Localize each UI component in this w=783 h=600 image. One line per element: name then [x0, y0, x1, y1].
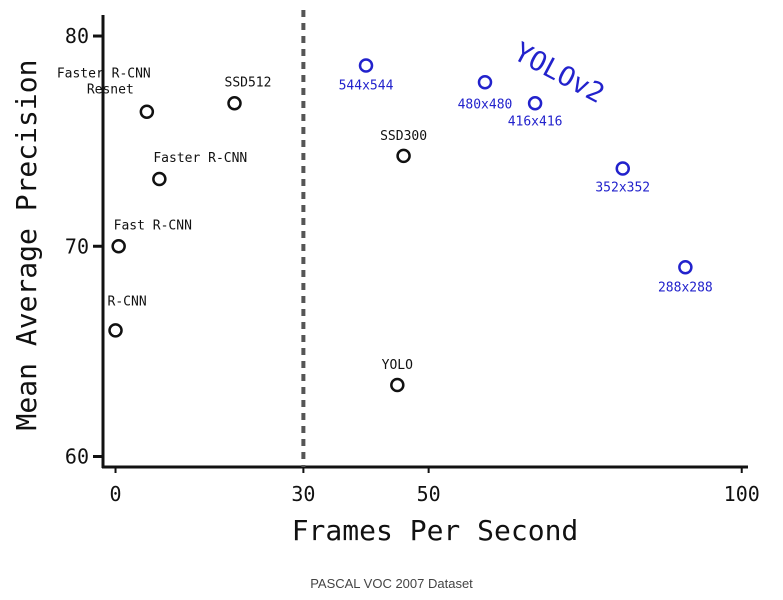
baseline-point [396, 148, 411, 164]
yolov2-annotation: YOLOv2 [509, 37, 610, 110]
x-tick-label: 100 [724, 482, 760, 506]
baseline-point [108, 323, 123, 338]
point-label: 352x352 [595, 180, 650, 195]
y-tick-label: 70 [65, 234, 89, 258]
data-points [108, 58, 693, 393]
point-label: Fast R-CNN [114, 218, 192, 233]
baseline-point [227, 96, 242, 111]
point-label: Faster R-CNN [153, 151, 247, 166]
yolov2-point [527, 96, 543, 111]
point-labels: R-CNN Fast R-CNN Faster R-CNN Faster R-CNN R… [57, 67, 713, 373]
yolov2-point [615, 161, 631, 176]
point-label: YOLO [382, 358, 413, 373]
point-label: Faster R-CNN Resnet [57, 67, 151, 98]
yolov2-point [678, 260, 693, 275]
baseline-point [139, 104, 155, 119]
scatter-chart: 60 70 80 0 30 50 100 R-CNN Fast R-CNN Faster R-C… [10, 10, 760, 547]
point-label: SSD512 [225, 75, 272, 90]
point-label: 544x544 [339, 78, 394, 93]
point-label: 416x416 [508, 114, 563, 129]
yolov2-point [477, 75, 493, 90]
x-tick-label: 50 [417, 482, 441, 506]
baseline-point [111, 239, 126, 254]
x-tick-label: 0 [110, 482, 122, 506]
x-axis-title: Frames Per Second [292, 514, 579, 547]
y-tick-label: 80 [65, 24, 89, 48]
point-label: SSD300 [380, 129, 427, 144]
point-label: 480x480 [458, 97, 513, 112]
chart-caption: PASCAL VOC 2007 Dataset [310, 576, 473, 591]
baseline-point [390, 377, 405, 393]
point-label: R-CNN [108, 294, 147, 309]
y-tick-label: 60 [65, 444, 89, 468]
point-label: 288x288 [658, 280, 713, 295]
axes: 60 70 80 0 30 50 100 [65, 10, 760, 506]
x-tick-label: 30 [291, 482, 315, 506]
yolov2-point [358, 58, 374, 73]
y-axis-title: Mean Average Precision [10, 60, 43, 431]
baseline-point [152, 171, 167, 187]
